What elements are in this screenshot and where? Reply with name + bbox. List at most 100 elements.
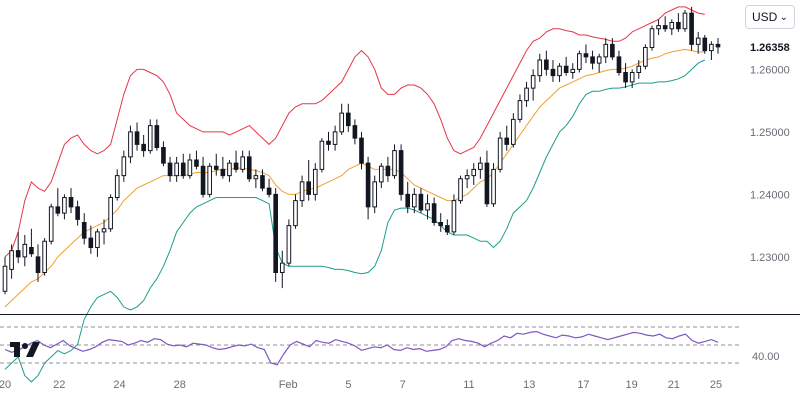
candle (306, 160, 312, 201)
candle-body (629, 72, 635, 83)
candle (35, 244, 41, 282)
candle-body (128, 131, 133, 158)
candle (345, 103, 351, 132)
candle (68, 188, 74, 214)
candle-body (332, 131, 338, 145)
candle-body (55, 206, 61, 214)
candle (75, 200, 80, 226)
candle (352, 119, 358, 145)
price-axis-label: 1.24000 (750, 189, 790, 201)
candle-body (141, 143, 146, 152)
candle (246, 150, 252, 182)
candle-body (504, 137, 510, 145)
candle (643, 44, 648, 70)
candle (29, 228, 34, 257)
candle-body (121, 156, 127, 177)
candle (121, 150, 127, 182)
candle (596, 53, 602, 73)
candle (464, 169, 470, 189)
candle-body (464, 175, 470, 180)
candle (332, 125, 338, 151)
candle-body (312, 168, 318, 195)
candle (610, 38, 615, 60)
candle-body (610, 43, 615, 58)
candle-body (517, 100, 523, 120)
time-axis-label: 13 (523, 379, 535, 391)
candle-body (62, 197, 67, 214)
price-axis-label: 1.25000 (750, 127, 790, 139)
rsi-axis-label: 40.00 (752, 351, 780, 363)
candle (101, 219, 107, 245)
candle (378, 163, 384, 189)
candle (42, 238, 47, 276)
candle-body (623, 72, 628, 83)
candle (114, 169, 120, 201)
candle-body (398, 150, 404, 195)
candle (359, 131, 364, 170)
candle-body (643, 47, 648, 67)
currency-select[interactable]: USD ⌄ (745, 5, 795, 29)
candle-body (220, 168, 226, 177)
candle-body (326, 140, 331, 145)
candle-body (167, 162, 173, 177)
candle-body (451, 200, 457, 233)
candle-body (187, 159, 193, 177)
candle (504, 125, 510, 151)
candle (220, 156, 226, 179)
candle-body (213, 165, 219, 170)
candle-body (583, 53, 589, 58)
candle (478, 156, 483, 179)
candle-body (108, 197, 113, 230)
candle (273, 188, 278, 282)
candle-body (392, 150, 397, 177)
candle (577, 50, 582, 73)
candle (134, 122, 140, 151)
bollinger-upper-line (4, 6, 705, 258)
candle-body (246, 156, 252, 180)
candle (418, 188, 424, 214)
candle (676, 13, 681, 32)
tradingview-logo-icon (10, 342, 40, 357)
time-axis-label: 22 (53, 379, 65, 391)
candle (695, 31, 701, 54)
candle (200, 156, 206, 198)
candle (398, 144, 404, 201)
candle-body (15, 250, 21, 258)
candle (530, 69, 536, 101)
candle (174, 156, 179, 182)
candle-body (352, 125, 358, 139)
candle-body (557, 65, 562, 77)
candle-body (405, 193, 411, 208)
candle-body (260, 175, 265, 189)
candle (623, 63, 628, 89)
candle-body (293, 200, 298, 227)
candle-body (550, 68, 556, 77)
candle-body (174, 162, 179, 177)
candle (563, 56, 569, 76)
candle-body (339, 112, 345, 133)
candle-body (29, 247, 34, 255)
candle (537, 53, 543, 82)
candle (497, 131, 503, 173)
candle (9, 244, 14, 279)
candle (2, 256, 8, 295)
candle (161, 141, 166, 167)
candle-body (425, 203, 430, 211)
time-axis-label: 20 (0, 379, 11, 391)
candle-body (154, 125, 160, 148)
candle (319, 138, 325, 173)
candle-body (200, 165, 206, 195)
candle (656, 19, 661, 35)
chevron-down-icon: ⌄ (779, 11, 788, 23)
candle-body (207, 165, 212, 195)
candle (583, 44, 589, 64)
candle-body (676, 22, 681, 30)
time-axis-label: 7 (400, 379, 406, 391)
candle-body (95, 231, 100, 248)
candle (431, 197, 437, 226)
candle (669, 19, 675, 35)
candle (22, 235, 28, 267)
candle (636, 60, 642, 79)
